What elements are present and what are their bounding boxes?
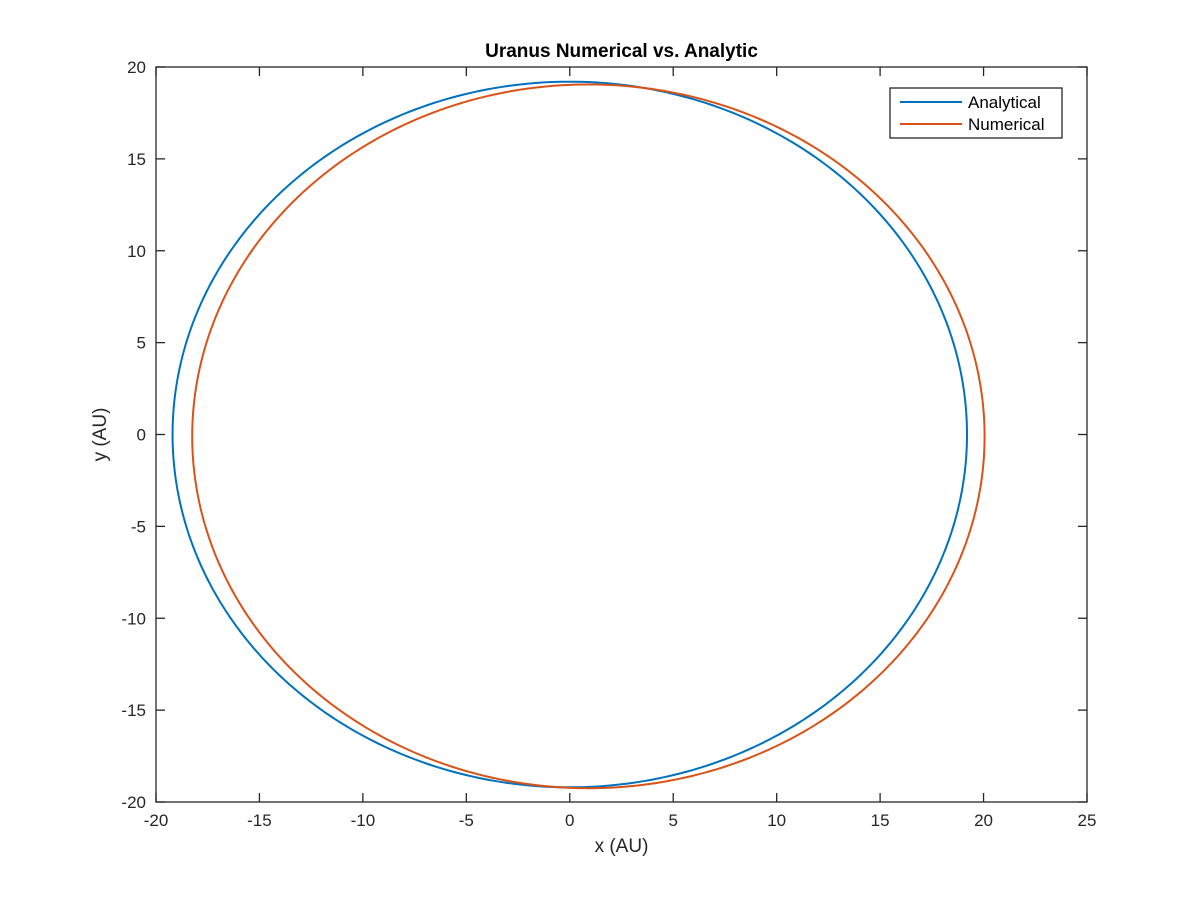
x-tick-label: 0 — [565, 811, 574, 830]
y-tick-label: -20 — [121, 793, 146, 812]
legend: Analytical Numerical — [889, 87, 1063, 139]
y-tick-label: 5 — [137, 334, 146, 353]
x-tick-label: -15 — [247, 811, 272, 830]
series-line-analytical — [171, 80, 968, 789]
x-tick-label: 25 — [1078, 811, 1097, 830]
series-layer — [171, 80, 986, 790]
y-tick-label: 20 — [127, 58, 146, 77]
y-tick-label: 10 — [127, 242, 146, 261]
x-tick-label: 15 — [871, 811, 890, 830]
y-tick-label: -15 — [121, 701, 146, 720]
legend-box — [889, 87, 1063, 139]
x-tick-label: -10 — [351, 811, 376, 830]
x-tick-label: -20 — [144, 811, 169, 830]
x-axis-label: x (AU) — [595, 836, 649, 857]
y-tick-label: -10 — [121, 609, 146, 628]
x-tick-label: 20 — [974, 811, 993, 830]
y-tick-label: -5 — [131, 517, 146, 536]
y-tick-label: 15 — [127, 150, 146, 169]
plot-area — [156, 67, 1087, 802]
ticks-layer: -20 -15 -10 -5 0 5 10 15 20 25 -20 -15 -10 -5 0 5 10 15 20 — [121, 58, 1096, 830]
legend-label-numerical: Numerical — [968, 115, 1045, 134]
y-axis-label: y (AU) — [90, 408, 111, 462]
x-tick-label: 10 — [767, 811, 786, 830]
series-line-numerical — [191, 83, 986, 790]
legend-label-analytical: Analytical — [968, 93, 1041, 112]
y-tick-label: 0 — [137, 426, 146, 445]
chart-title: Uranus Numerical vs. Analytic — [485, 41, 758, 62]
x-tick-label: -5 — [459, 811, 474, 830]
x-tick-label: 5 — [668, 811, 677, 830]
